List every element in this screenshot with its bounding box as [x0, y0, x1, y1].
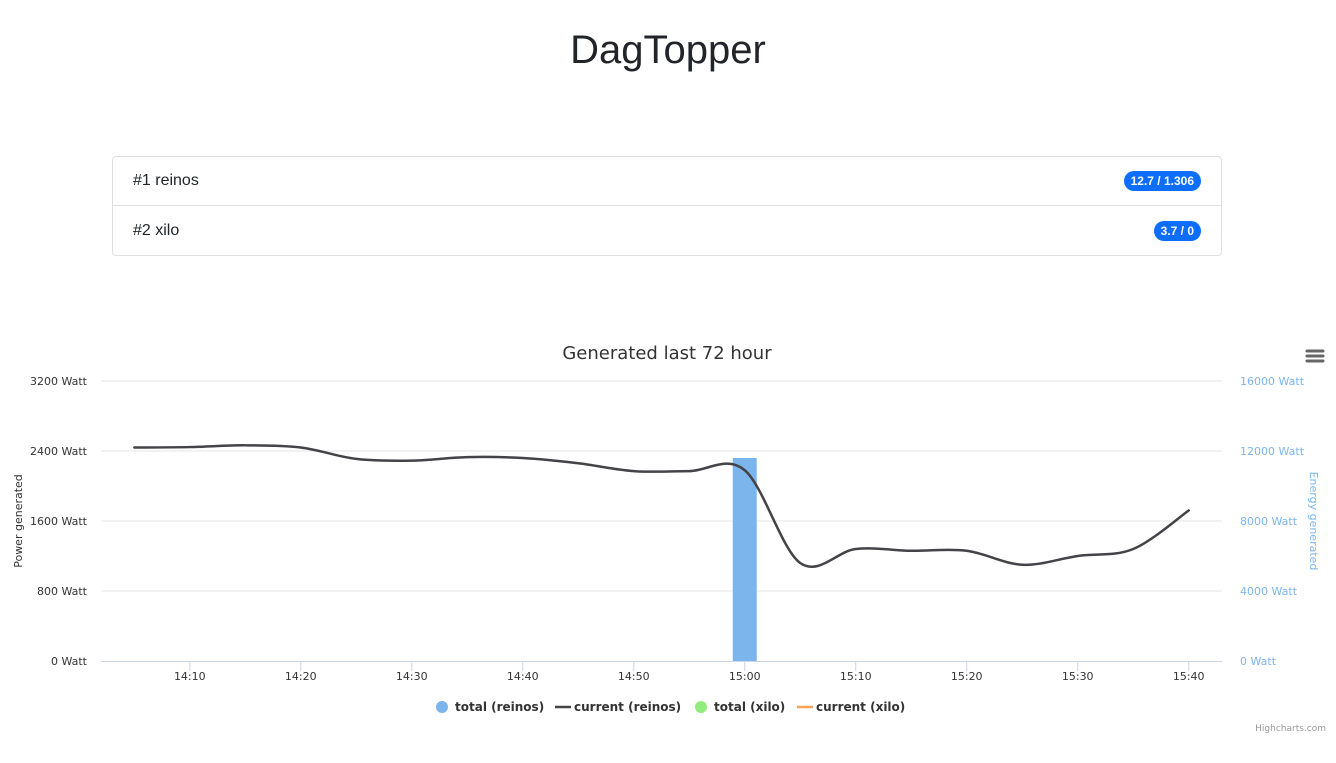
y-right-tick-label: 0 Watt	[1240, 655, 1277, 668]
y-left-axis-title: Power generated	[12, 474, 25, 568]
y-right-tick-label: 16000 Watt	[1240, 375, 1305, 388]
list-item: #1 reinos 12.7 / 1.306	[113, 157, 1221, 206]
y-left-tick-label: 3200 Watt	[30, 375, 88, 388]
rank-badge: 12.7 / 1.306	[1123, 171, 1201, 191]
legend-label: total (xilo)	[714, 700, 785, 714]
y-right-tick-label: 12000 Watt	[1240, 445, 1305, 458]
x-tick-label: 14:10	[174, 670, 206, 683]
y-left-tick-label: 2400 Watt	[30, 445, 88, 458]
x-tick-label: 14:20	[285, 670, 317, 683]
chart: Generated last 72 hour 0 Watt 0 Watt 800 W…	[12, 343, 1328, 734]
plot-area	[133, 444, 1190, 661]
series-line	[133, 444, 1190, 569]
y-left-tick-label: 1600 Watt	[30, 515, 88, 528]
chart-legend: total (reinos) current (reinos) total (xil…	[436, 700, 905, 714]
chart-credits[interactable]: Highcharts.com	[1255, 724, 1326, 734]
legend-symbol	[436, 701, 448, 713]
legend-item[interactable]: current (reinos)	[555, 700, 681, 714]
page-title: DagTopper	[570, 28, 766, 72]
chart-axes: 0 Watt 0 Watt 800 Watt 4000 Watt 1600 Watt 80…	[12, 375, 1320, 683]
legend-label: current (xilo)	[816, 700, 905, 714]
x-tick-label: 14:50	[618, 670, 650, 683]
rank-label: #2 xilo	[133, 221, 180, 239]
chart-menu-icon[interactable]	[1302, 346, 1328, 368]
chart-title: Generated last 72 hour	[562, 343, 772, 364]
x-tick-label: 15:00	[729, 670, 761, 683]
rank-badge: 3.7 / 0	[1153, 220, 1201, 241]
legend-symbol	[695, 701, 707, 713]
y-right-axis-title: Energy generated	[1307, 472, 1320, 571]
x-tick-label: 15:20	[951, 670, 983, 683]
list-item: #2 xilo 3.7 / 0	[113, 206, 1221, 255]
y-left-tick-label: 0 Watt	[51, 655, 88, 668]
y-right-tick-label: 4000 Watt	[1240, 585, 1298, 598]
legend-item[interactable]: current (xilo)	[797, 700, 905, 714]
ranking-list: #1 reinos 12.7 / 1.306 #2 xilo 3.7 / 0	[112, 156, 1222, 256]
x-tick-label: 15:30	[1062, 670, 1094, 683]
bar	[732, 458, 757, 661]
y-left-tick-label: 800 Watt	[37, 585, 88, 598]
chart-grid	[101, 380, 1222, 592]
y-right-tick-label: 8000 Watt	[1240, 515, 1298, 528]
legend-item[interactable]: total (reinos)	[436, 700, 544, 714]
rank-label: #1 reinos	[133, 172, 199, 189]
legend-item[interactable]: total (xilo)	[695, 700, 785, 714]
x-tick-label: 15:40	[1173, 670, 1205, 683]
legend-label: current (reinos)	[574, 700, 681, 714]
x-tick-label: 15:10	[840, 670, 872, 683]
x-tick-label: 14:40	[507, 670, 539, 683]
x-tick-label: 14:30	[396, 670, 428, 683]
legend-label: total (reinos)	[455, 700, 544, 714]
